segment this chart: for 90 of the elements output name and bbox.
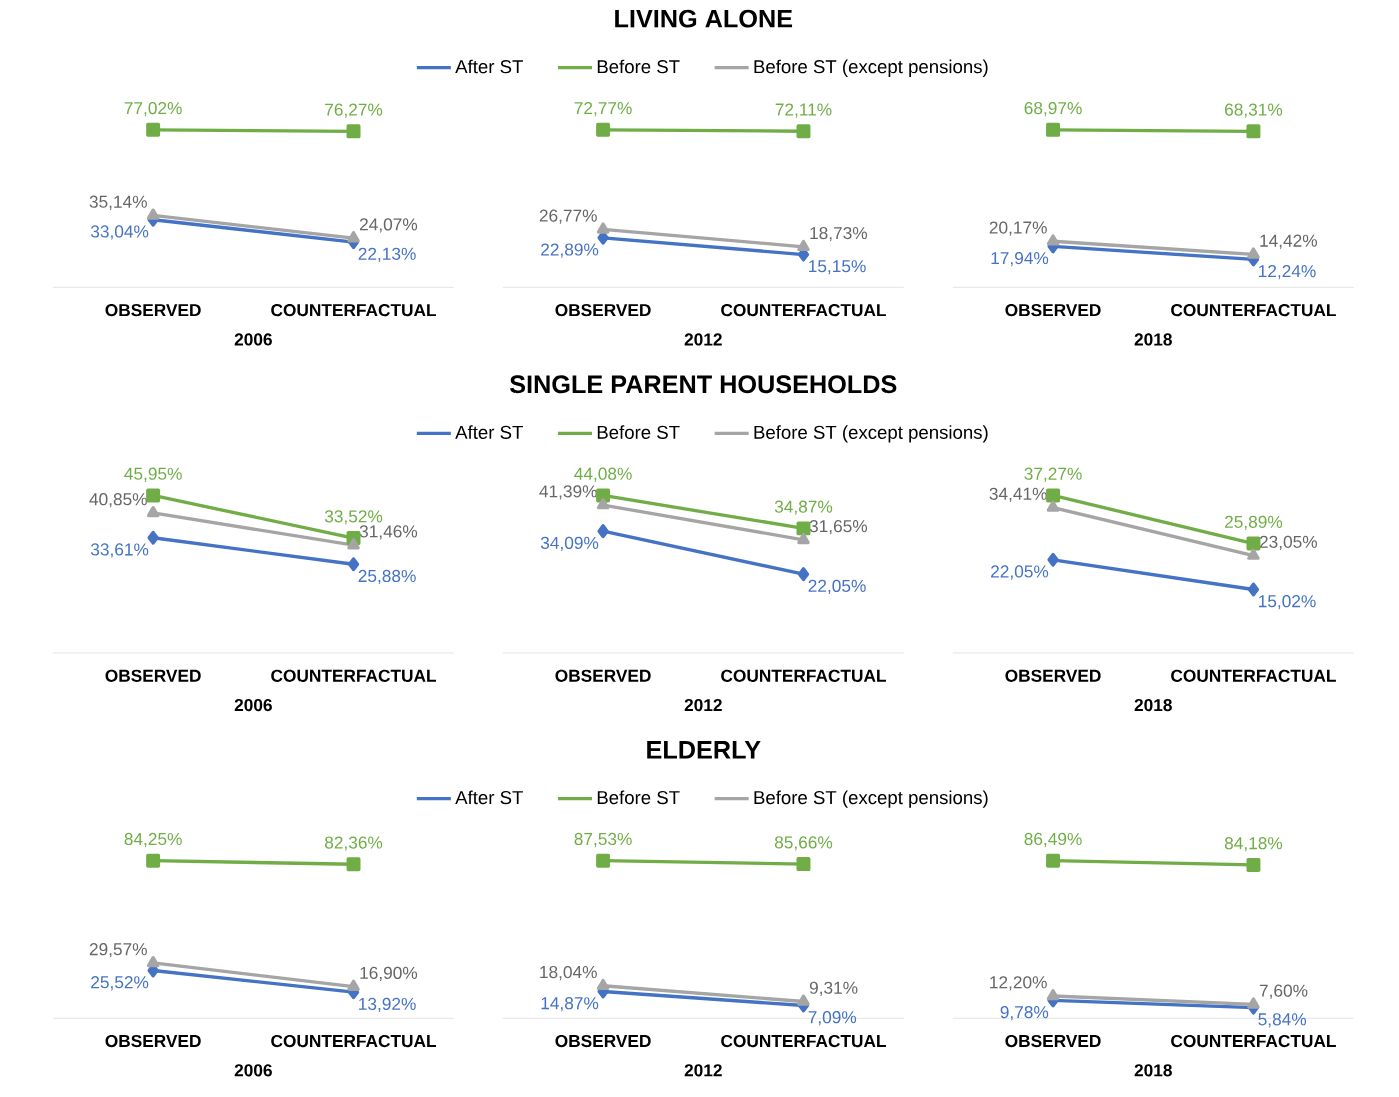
data-label: 34,87% bbox=[774, 500, 833, 516]
data-label: 9,78% bbox=[1000, 1006, 1049, 1021]
x-axis-title: 2006 bbox=[234, 699, 272, 712]
data-label: 35,14% bbox=[89, 195, 147, 211]
data-label: 17,94% bbox=[991, 252, 1049, 267]
x-tick-label: OBSERVED bbox=[1005, 304, 1101, 317]
data-label: 25,89% bbox=[1225, 515, 1283, 531]
chart-title: SINGLE PARENT HOUSEHOLDS bbox=[509, 375, 897, 394]
x-tick-label: OBSERVED bbox=[105, 304, 201, 317]
data-label: 40,85% bbox=[89, 493, 147, 508]
data-label: 20,17% bbox=[989, 221, 1047, 236]
data-label: 85,66% bbox=[774, 836, 833, 851]
legend-label: Before ST (except pensions) bbox=[754, 425, 988, 443]
data-label: 9,31% bbox=[809, 981, 858, 997]
chart-title: LIVING ALONE bbox=[615, 9, 793, 28]
x-tick-label: OBSERVED bbox=[1005, 669, 1101, 683]
data-label: 82,36% bbox=[324, 836, 383, 851]
data-label: 68,97% bbox=[1024, 102, 1082, 117]
x-tick-label: COUNTERFACTUAL bbox=[1171, 669, 1336, 683]
data-label: 72,77% bbox=[574, 102, 632, 117]
legend-label: Before ST bbox=[597, 425, 680, 440]
data-label: 68,31% bbox=[1225, 103, 1283, 118]
legend-label: Before ST bbox=[597, 59, 680, 74]
data-label: 5,84% bbox=[1258, 1013, 1307, 1028]
legend-label: Before ST (except pensions) bbox=[754, 790, 988, 809]
data-label: 22,89% bbox=[541, 243, 599, 258]
chart-title: ELDERLY bbox=[647, 741, 761, 759]
legend-label: After ST bbox=[455, 425, 523, 440]
x-tick-label: OBSERVED bbox=[105, 669, 201, 683]
data-label: 12,20% bbox=[990, 976, 1047, 991]
x-axis-title: 2012 bbox=[684, 1064, 722, 1077]
data-label: 45,95% bbox=[124, 467, 182, 483]
data-label: 29,57% bbox=[89, 943, 147, 958]
data-label: 16,90% bbox=[360, 967, 418, 982]
data-label: 14,42% bbox=[1260, 234, 1317, 250]
x-tick-label: COUNTERFACTUAL bbox=[721, 1035, 886, 1048]
data-label: 22,05% bbox=[991, 565, 1049, 580]
x-tick-label: COUNTERFACTUAL bbox=[271, 304, 437, 317]
x-axis-title: 2018 bbox=[1134, 333, 1172, 346]
data-label: 26,77% bbox=[539, 209, 597, 225]
data-label: 31,46% bbox=[359, 525, 418, 540]
x-tick-label: COUNTERFACTUAL bbox=[271, 669, 437, 683]
x-tick-label: COUNTERFACTUAL bbox=[1171, 304, 1336, 317]
data-label: 86,49% bbox=[1024, 833, 1082, 848]
legend-label: After ST bbox=[455, 790, 523, 805]
data-label: 18,04% bbox=[540, 966, 597, 981]
data-label: 37,27% bbox=[1024, 467, 1082, 483]
data-label: 22,13% bbox=[358, 247, 416, 263]
data-label: 7,09% bbox=[808, 1011, 857, 1026]
data-label: 77,02% bbox=[124, 102, 182, 117]
data-label: 7,60% bbox=[1259, 984, 1308, 1000]
x-tick-label: COUNTERFACTUAL bbox=[271, 1035, 437, 1048]
legend-label: Before ST (except pensions) bbox=[754, 59, 988, 78]
x-tick-label: OBSERVED bbox=[555, 1035, 651, 1048]
data-label: 23,05% bbox=[1259, 535, 1317, 551]
data-label: 87,53% bbox=[574, 833, 632, 848]
data-label: 34,09% bbox=[540, 536, 599, 552]
data-label: 76,27% bbox=[325, 103, 383, 119]
x-axis-title: 2012 bbox=[684, 699, 722, 712]
data-label: 72,11% bbox=[775, 103, 832, 118]
data-label: 24,07% bbox=[359, 218, 418, 233]
data-label: 84,18% bbox=[1224, 837, 1283, 852]
x-axis-title: 2006 bbox=[234, 1064, 272, 1077]
x-axis-title: 2006 bbox=[234, 333, 272, 346]
data-label: 22,05% bbox=[808, 579, 866, 595]
data-label: 33,04% bbox=[90, 225, 149, 240]
x-tick-label: OBSERVED bbox=[105, 1035, 201, 1048]
data-label: 18,73% bbox=[810, 227, 868, 242]
data-label: 25,52% bbox=[91, 976, 149, 991]
x-axis-title: 2018 bbox=[1134, 699, 1172, 712]
x-axis-title: 2012 bbox=[684, 333, 722, 346]
x-tick-label: COUNTERFACTUAL bbox=[721, 669, 886, 683]
data-label: 13,92% bbox=[359, 998, 416, 1013]
data-label: 25,88% bbox=[358, 570, 416, 585]
data-label: 33,61% bbox=[90, 543, 149, 558]
data-label: 14,87% bbox=[541, 997, 599, 1012]
data-label: 15,02% bbox=[1259, 595, 1316, 610]
data-label: 15,15% bbox=[809, 260, 866, 275]
data-label: 84,25% bbox=[124, 833, 182, 848]
data-label: 33,52% bbox=[324, 510, 383, 525]
data-label: 12,24% bbox=[1259, 265, 1316, 280]
data-label: 44,08% bbox=[574, 467, 632, 483]
x-tick-label: COUNTERFACTUAL bbox=[1171, 1035, 1336, 1048]
legend-label: Before ST bbox=[597, 790, 680, 805]
x-tick-label: COUNTERFACTUAL bbox=[721, 304, 886, 317]
x-tick-label: OBSERVED bbox=[555, 669, 651, 683]
x-tick-label: OBSERVED bbox=[555, 304, 651, 317]
legend-label: After ST bbox=[455, 59, 523, 74]
x-tick-label: OBSERVED bbox=[1005, 1035, 1101, 1048]
x-axis-title: 2018 bbox=[1134, 1064, 1172, 1077]
